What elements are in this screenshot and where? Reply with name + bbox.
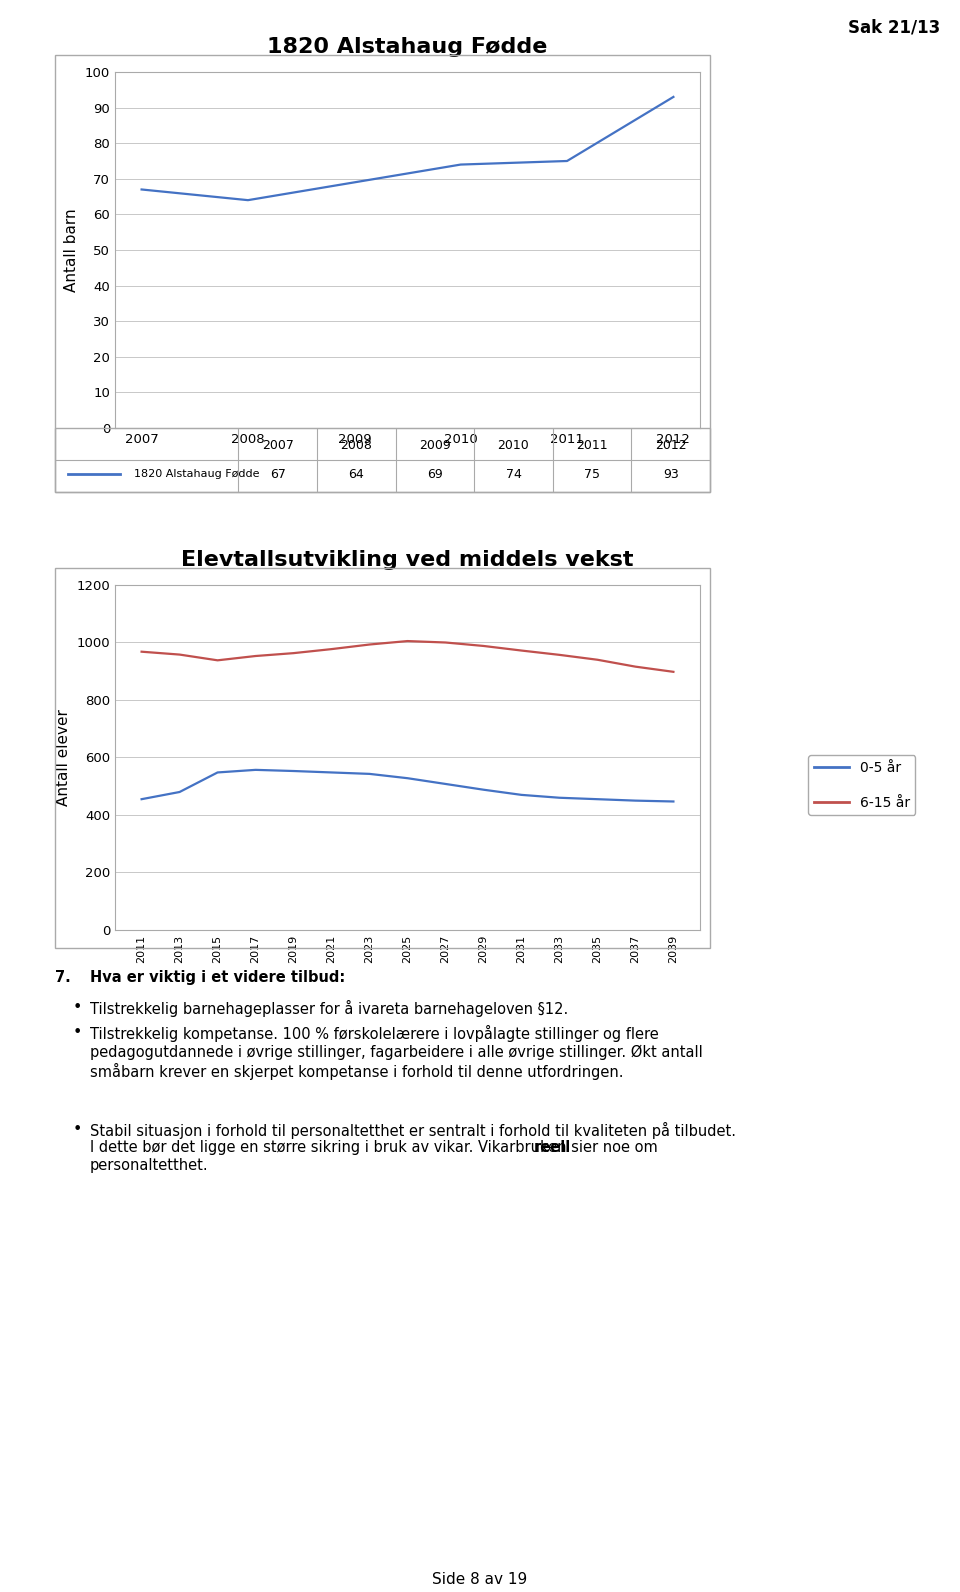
Title: Elevtallsutvikling ved middels vekst: Elevtallsutvikling ved middels vekst — [181, 549, 634, 570]
Text: Sak 21/13: Sak 21/13 — [848, 18, 940, 37]
Text: Side 8 av 19: Side 8 av 19 — [432, 1571, 528, 1587]
Text: •: • — [73, 1000, 83, 1016]
Text: Tilstrekkelig kompetanse. 100 % førskolelærere i lovpålagte stillinger og flere
: Tilstrekkelig kompetanse. 100 % førskole… — [90, 1025, 703, 1079]
Text: 2008: 2008 — [341, 439, 372, 452]
Title: 1820 Alstahaug Fødde: 1820 Alstahaug Fødde — [267, 37, 548, 57]
Text: 2011: 2011 — [576, 439, 608, 452]
Text: 64: 64 — [348, 468, 364, 481]
Text: Hva er viktig i et videre tilbud:: Hva er viktig i et videre tilbud: — [90, 970, 346, 985]
Text: 74: 74 — [506, 468, 521, 481]
Text: •: • — [73, 1122, 83, 1137]
Text: 2009: 2009 — [419, 439, 451, 452]
Text: Stabil situasjon i forhold til personaltetthet er sentralt i forhold til kvalite: Stabil situasjon i forhold til personalt… — [90, 1122, 736, 1138]
Text: reell: reell — [534, 1140, 571, 1156]
Text: I dette bør det ligge en større sikring i bruk av vikar. Vikarbruken sier noe om: I dette bør det ligge en større sikring … — [90, 1140, 662, 1156]
Text: 75: 75 — [584, 468, 600, 481]
Text: 67: 67 — [270, 468, 286, 481]
Text: 2012: 2012 — [655, 439, 686, 452]
Text: 2007: 2007 — [262, 439, 294, 452]
Text: 69: 69 — [427, 468, 443, 481]
Text: personaltetthet.: personaltetthet. — [90, 1157, 208, 1173]
Y-axis label: Antall elever: Antall elever — [56, 708, 71, 806]
Text: Tilstrekkelig barnehageplasser for å ivareta barnehageloven §12.: Tilstrekkelig barnehageplasser for å iva… — [90, 1000, 568, 1017]
Y-axis label: Antall barn: Antall barn — [64, 209, 80, 291]
Text: 93: 93 — [662, 468, 679, 481]
Text: 7.: 7. — [55, 970, 78, 985]
Text: •: • — [73, 1025, 83, 1040]
Text: 1820 Alstahaug Fødde: 1820 Alstahaug Fødde — [133, 470, 259, 479]
Text: 2010: 2010 — [497, 439, 529, 452]
Legend: 0-5 år, 6-15 år: 0-5 år, 6-15 år — [808, 755, 915, 815]
